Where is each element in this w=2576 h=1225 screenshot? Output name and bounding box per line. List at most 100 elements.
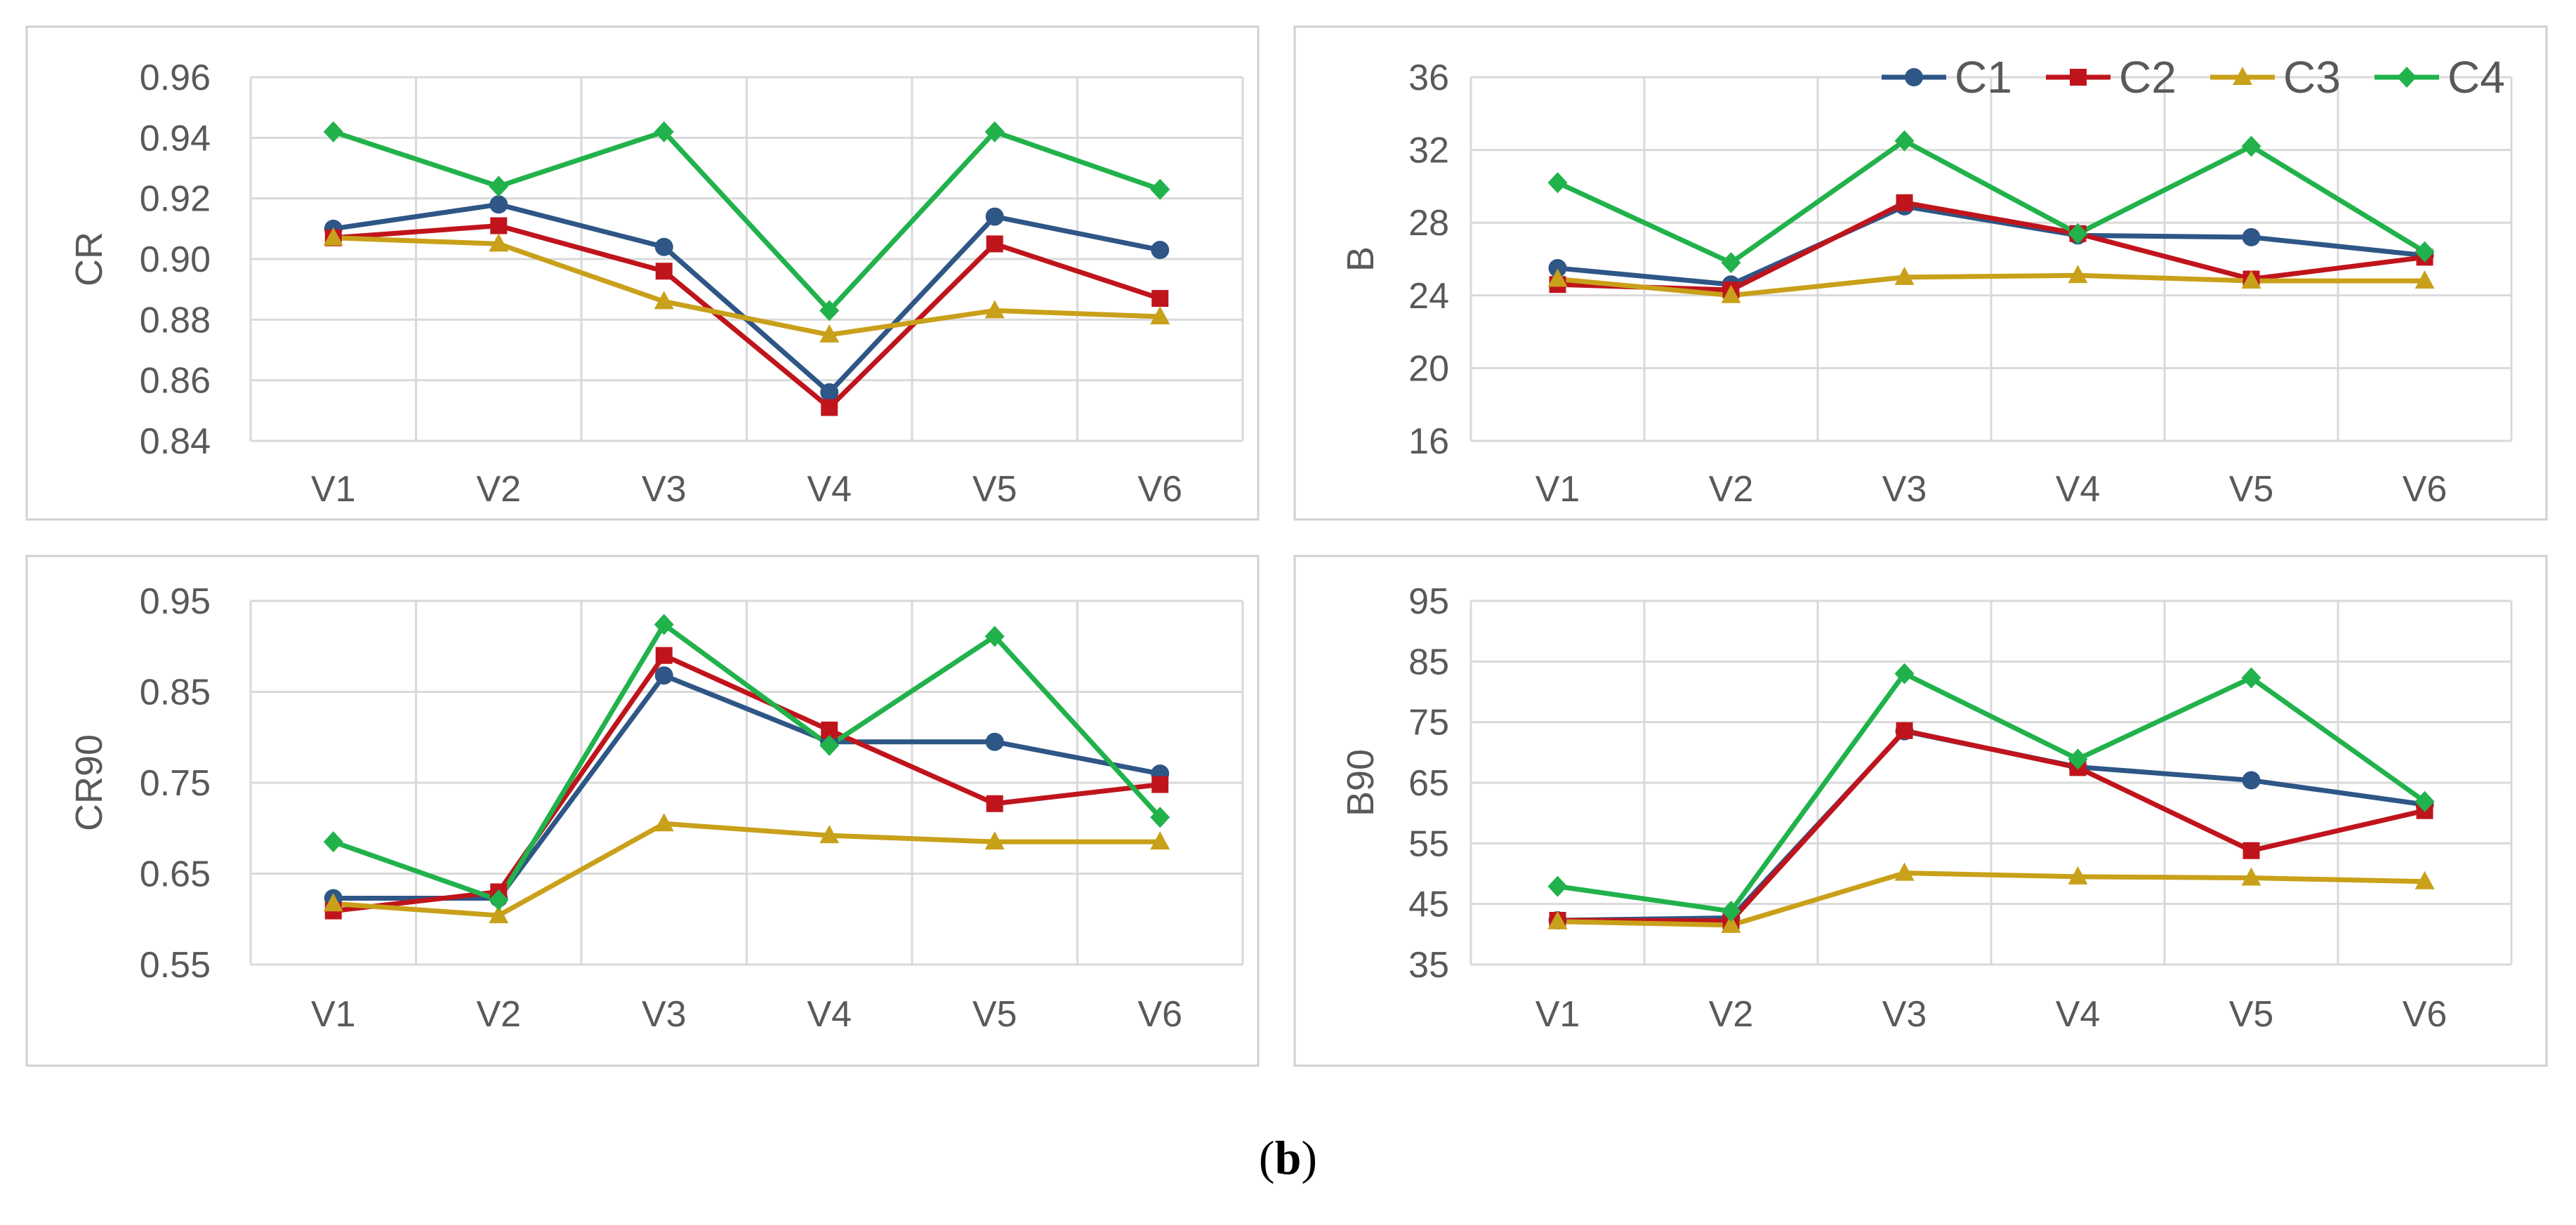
y-tick-label: 0.94 bbox=[140, 118, 211, 159]
x-tick-label: V6 bbox=[1137, 469, 1182, 510]
data-point-c1 bbox=[654, 666, 673, 685]
data-point-c4 bbox=[323, 121, 343, 143]
data-point-c3 bbox=[1721, 914, 1741, 933]
chart-frame bbox=[1293, 555, 2548, 1067]
data-point-c3 bbox=[2241, 270, 2261, 289]
data-point-c4 bbox=[1721, 252, 1741, 274]
series-line-c2 bbox=[333, 223, 1161, 411]
series-line-c4 bbox=[1557, 671, 2426, 914]
data-point-c2 bbox=[655, 647, 673, 664]
data-point-c1 bbox=[820, 383, 839, 402]
legend-marker bbox=[2233, 67, 2252, 85]
data-point-c3 bbox=[2068, 866, 2088, 885]
y-tick-label: 35 bbox=[1408, 945, 1449, 986]
x-tick-label: V4 bbox=[2056, 994, 2101, 1035]
x-tick-label: V5 bbox=[2229, 994, 2274, 1035]
series-line-c3 bbox=[1557, 272, 2425, 298]
legend-marker bbox=[2397, 67, 2417, 88]
legend-item-c4: C4 bbox=[2374, 52, 2505, 102]
data-point-c1 bbox=[489, 195, 508, 214]
data-point-c2 bbox=[986, 795, 1003, 812]
legend-label: C4 bbox=[2448, 52, 2505, 102]
data-point-c4 bbox=[1150, 807, 1170, 828]
data-point-c3 bbox=[489, 905, 509, 924]
legend-marker bbox=[2070, 69, 2087, 86]
y-tick-label: 20 bbox=[1408, 348, 1449, 389]
caption-open-paren: ( bbox=[1258, 1131, 1275, 1184]
y-tick-label: 0.86 bbox=[140, 361, 211, 402]
x-tick-label: V2 bbox=[1709, 994, 1754, 1035]
data-point-c4 bbox=[2241, 667, 2261, 689]
data-point-c3 bbox=[1894, 266, 1915, 285]
y-tick-label: 65 bbox=[1408, 763, 1449, 804]
y-tick-label: 0.96 bbox=[140, 58, 211, 98]
data-point-c3 bbox=[489, 233, 509, 252]
figure-caption: (b) bbox=[0, 1130, 2576, 1186]
data-point-c3 bbox=[1150, 306, 1170, 325]
legend-label: C2 bbox=[2119, 52, 2177, 102]
y-tick-label: 28 bbox=[1408, 203, 1449, 244]
caption-close-paren: ) bbox=[1301, 1131, 1318, 1184]
data-point-c4 bbox=[654, 121, 674, 143]
data-point-c3 bbox=[819, 324, 840, 343]
data-point-c4 bbox=[819, 734, 840, 756]
data-point-c1 bbox=[654, 237, 673, 256]
data-point-c3 bbox=[984, 300, 1005, 319]
x-tick-label: V3 bbox=[642, 994, 687, 1035]
legend-marker bbox=[1905, 68, 1923, 86]
x-tick-label: V5 bbox=[2229, 469, 2274, 510]
data-point-c4 bbox=[2241, 135, 2261, 157]
x-tick-label: V6 bbox=[1137, 994, 1182, 1035]
y-tick-label: 0.88 bbox=[140, 300, 211, 340]
x-tick-label: V2 bbox=[1709, 469, 1754, 510]
series-line-c3 bbox=[333, 821, 1161, 918]
data-point-c4 bbox=[819, 300, 840, 322]
data-point-c3 bbox=[2068, 265, 2088, 284]
x-tick-label: V2 bbox=[476, 469, 521, 510]
data-point-c4 bbox=[323, 831, 343, 853]
y-axis-label: B bbox=[1340, 246, 1382, 272]
x-tick-label: V2 bbox=[476, 994, 521, 1035]
data-point-c3 bbox=[1894, 862, 1915, 881]
data-point-c3 bbox=[1721, 284, 1741, 303]
data-point-c2 bbox=[986, 235, 1003, 253]
data-point-c1 bbox=[985, 207, 1004, 226]
data-point-c2 bbox=[655, 263, 673, 280]
data-point-c4 bbox=[984, 625, 1005, 647]
series-line-c4 bbox=[332, 129, 1161, 313]
data-point-c2 bbox=[490, 217, 508, 234]
y-tick-label: 85 bbox=[1408, 642, 1449, 682]
series-line-c1 bbox=[333, 673, 1161, 901]
data-point-c1 bbox=[2242, 771, 2261, 790]
data-point-c2 bbox=[821, 399, 838, 416]
chart-frame bbox=[1293, 25, 2548, 521]
y-tick-label: 36 bbox=[1408, 58, 1449, 98]
data-point-c4 bbox=[1721, 901, 1741, 922]
x-tick-label: V4 bbox=[807, 994, 852, 1035]
y-tick-label: 0.92 bbox=[140, 179, 211, 220]
caption-letter: b bbox=[1274, 1131, 1302, 1184]
x-tick-label: V5 bbox=[972, 994, 1017, 1035]
x-tick-label: V6 bbox=[2403, 994, 2448, 1035]
series-line-c3 bbox=[333, 235, 1161, 338]
y-tick-label: 0.95 bbox=[140, 581, 211, 622]
series-line-c4 bbox=[332, 622, 1162, 903]
chart-legend: C1 C2 C3 C4 bbox=[1882, 52, 2505, 102]
series-line-c4 bbox=[1557, 138, 2426, 265]
x-tick-label: V1 bbox=[1535, 994, 1580, 1035]
y-tick-label: 0.65 bbox=[140, 854, 211, 895]
data-point-c4 bbox=[489, 889, 509, 911]
data-point-c2 bbox=[1151, 290, 1169, 307]
data-point-c3 bbox=[654, 291, 674, 310]
chart-frame bbox=[25, 555, 1260, 1067]
y-axis-label: CR bbox=[68, 232, 110, 286]
y-tick-label: 0.85 bbox=[140, 673, 211, 713]
x-tick-label: V1 bbox=[311, 469, 356, 510]
series-line-c3 bbox=[1557, 870, 2425, 928]
x-tick-label: V3 bbox=[1882, 469, 1927, 510]
data-point-c3 bbox=[2415, 870, 2435, 889]
x-tick-label: V1 bbox=[311, 994, 356, 1035]
y-axis-label: CR90 bbox=[68, 734, 110, 831]
y-tick-label: 32 bbox=[1408, 131, 1449, 171]
data-point-c2 bbox=[1151, 776, 1169, 793]
